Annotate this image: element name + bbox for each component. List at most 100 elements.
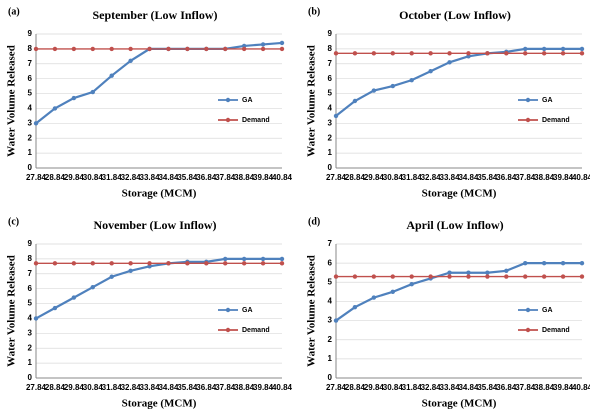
data-point bbox=[541, 260, 547, 266]
data-point bbox=[241, 46, 247, 52]
panel-label: (c) bbox=[8, 216, 19, 227]
x-tick-label: 31.84 bbox=[402, 383, 423, 392]
data-point bbox=[279, 256, 285, 262]
data-point bbox=[90, 46, 95, 52]
chart-title: April (Low Inflow) bbox=[406, 218, 503, 232]
data-point bbox=[33, 316, 39, 321]
data-point bbox=[371, 295, 377, 300]
y-tick-label: 6 bbox=[28, 284, 33, 293]
y-tick-label: 9 bbox=[28, 29, 33, 38]
x-tick-label: 36.84 bbox=[196, 383, 217, 392]
data-point bbox=[390, 51, 395, 56]
chart-panel: (c) November (Low Inflow)012345678927.842… bbox=[6, 216, 293, 409]
y-tick-label: 5 bbox=[328, 277, 333, 286]
x-tick-label: 35.84 bbox=[477, 383, 498, 392]
data-point bbox=[52, 305, 58, 311]
data-point bbox=[428, 69, 433, 74]
chart-title: September (Low Inflow) bbox=[92, 8, 217, 22]
x-tick-label: 40.84 bbox=[272, 383, 293, 392]
legend-label: GA bbox=[542, 307, 553, 314]
x-tick-label: 34.84 bbox=[158, 173, 179, 182]
data-point bbox=[409, 274, 414, 279]
data-point bbox=[352, 51, 358, 56]
data-point bbox=[128, 261, 133, 266]
y-tick-label: 8 bbox=[28, 254, 33, 263]
data-point bbox=[390, 83, 395, 89]
x-tick-label: 37.84 bbox=[515, 173, 536, 182]
series-line bbox=[335, 262, 582, 322]
legend-label: Demand bbox=[242, 117, 270, 124]
data-point bbox=[485, 51, 490, 56]
x-tick-label: 29.84 bbox=[364, 173, 385, 182]
data-point bbox=[560, 260, 566, 266]
data-point bbox=[579, 51, 585, 56]
x-tick-label: 32.84 bbox=[121, 383, 142, 392]
legend-marker bbox=[225, 97, 231, 103]
x-tick-label: 39.84 bbox=[553, 383, 574, 392]
x-tick-label: 35.84 bbox=[177, 383, 198, 392]
legend-label: Demand bbox=[542, 327, 570, 334]
data-point bbox=[204, 261, 209, 266]
x-tick-label: 30.84 bbox=[383, 173, 404, 182]
data-point bbox=[466, 51, 471, 56]
data-point bbox=[541, 274, 547, 279]
legend-marker bbox=[525, 97, 531, 103]
data-point bbox=[371, 274, 377, 279]
y-tick-label: 4 bbox=[28, 104, 33, 113]
data-point bbox=[52, 106, 58, 111]
panel-label: (a) bbox=[8, 6, 20, 17]
x-tick-label: 37.84 bbox=[215, 383, 236, 392]
data-point bbox=[33, 121, 39, 126]
data-point bbox=[485, 270, 490, 275]
x-tick-label: 35.84 bbox=[477, 173, 498, 182]
x-tick-label: 37.84 bbox=[515, 383, 536, 392]
series-line bbox=[335, 47, 582, 117]
data-point bbox=[541, 46, 547, 52]
y-tick-label: 8 bbox=[28, 44, 33, 53]
legend-label: GA bbox=[242, 97, 253, 104]
data-point bbox=[279, 46, 285, 52]
data-point bbox=[485, 274, 490, 279]
y-tick-label: 2 bbox=[328, 133, 333, 142]
y-axis-label: Water Volume Released bbox=[6, 45, 18, 157]
y-tick-label: 3 bbox=[28, 328, 33, 337]
data-point bbox=[352, 98, 358, 104]
data-point bbox=[560, 46, 566, 52]
x-tick-label: 33.84 bbox=[140, 173, 161, 182]
data-point bbox=[504, 268, 509, 273]
x-tick-label: 33.84 bbox=[140, 383, 161, 392]
data-point bbox=[579, 46, 585, 52]
y-tick-label: 0 bbox=[28, 163, 33, 172]
data-point bbox=[447, 60, 452, 65]
y-tick-label: 3 bbox=[328, 118, 333, 127]
data-point bbox=[523, 51, 528, 56]
data-point bbox=[579, 274, 585, 279]
data-point bbox=[241, 256, 247, 262]
data-point bbox=[352, 304, 358, 310]
data-point bbox=[352, 274, 358, 279]
y-axis-label: Water Volume Released bbox=[306, 45, 318, 157]
data-point bbox=[279, 261, 285, 266]
x-tick-label: 38.84 bbox=[234, 383, 255, 392]
y-tick-label: 4 bbox=[28, 314, 33, 323]
x-tick-label: 28.84 bbox=[45, 383, 66, 392]
legend-label: GA bbox=[542, 97, 553, 104]
x-tick-label: 32.84 bbox=[421, 173, 442, 182]
x-tick-label: 29.84 bbox=[64, 173, 85, 182]
data-point bbox=[71, 295, 77, 300]
chart-title: October (Low Inflow) bbox=[399, 8, 511, 22]
data-point bbox=[447, 51, 452, 56]
data-point bbox=[223, 261, 228, 266]
x-tick-label: 31.84 bbox=[102, 383, 123, 392]
data-point bbox=[71, 46, 77, 52]
data-point bbox=[523, 274, 528, 279]
data-point bbox=[90, 261, 95, 266]
data-point bbox=[33, 46, 39, 52]
x-tick-label: 33.84 bbox=[440, 173, 461, 182]
data-point bbox=[166, 261, 171, 266]
x-tick-label: 27.84 bbox=[26, 383, 47, 392]
data-point bbox=[223, 256, 228, 262]
x-tick-label: 27.84 bbox=[26, 173, 47, 182]
y-tick-label: 2 bbox=[28, 343, 33, 352]
y-tick-label: 9 bbox=[28, 239, 33, 248]
